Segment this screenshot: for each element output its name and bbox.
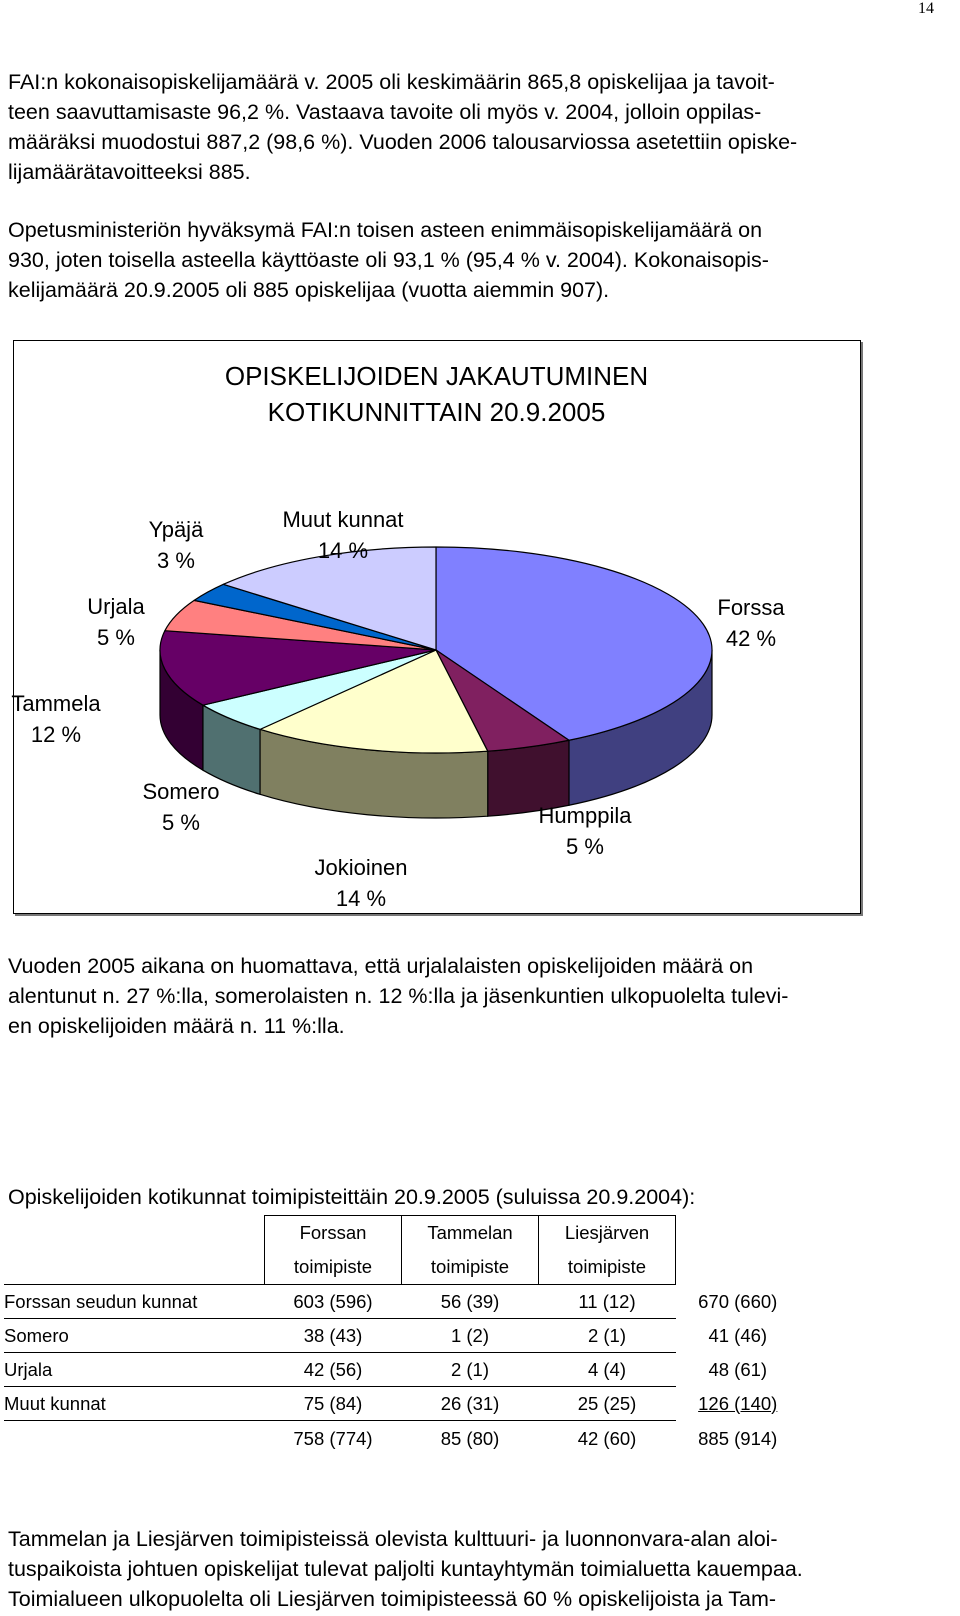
pie-slice-muut-kunnat [222,546,437,651]
paragraph-regional-origin: Tammelan ja Liesjärven toimipisteissä ol… [8,1524,933,1614]
col-header: toimipiste [401,1250,539,1285]
table-cell: 25 (25) [538,1386,676,1421]
col-header: toimipiste [538,1250,676,1285]
slice-label-value: 14 % [336,886,386,911]
row-total: 41 (46) [708,1324,768,1346]
table-cell: 26 (31) [401,1386,539,1421]
paragraph-utilisation: Opetusministeriön hyväksymä FAI:n toisen… [8,215,933,305]
slice-label-value: 14 % [318,538,368,563]
row-label: Somero [4,1318,265,1353]
table-cell: 56 (39) [401,1284,539,1319]
text-line: alentunut n. 27 %:lla, somerolaisten n. … [8,984,789,1008]
table-cell: 2 (1) [401,1352,539,1387]
row-label: Urjala [4,1352,265,1387]
home-municipality-table: Forssan Tammelan Liesjärven toimipiste t… [4,1215,800,1457]
row-label: Forssan seudun kunnat [4,1284,265,1319]
pie-slice-forssa [435,546,713,741]
slice-label-urjala: Urjala 5 % [87,594,145,650]
slice-label-name: Somero [142,779,219,804]
text-line: määräksi muodostui 887,2 (98,6 %). Vuode… [8,130,798,154]
col-header: Tammelan [401,1215,539,1250]
table-cell: 42 (56) [264,1352,402,1387]
paragraph-student-count: FAI:n kokonaisopiskelijamäärä v. 2005 ol… [8,67,933,187]
row-total: 670 (660) [698,1290,778,1312]
table-header-row: toimipiste toimipiste toimipiste [4,1250,800,1285]
table-row: Somero 38 (43) 1 (2) 2 (1) 41 (46) [4,1318,800,1353]
text-line: Vuoden 2005 aikana on huomattava, että u… [8,954,754,978]
chart-frame [13,340,861,914]
chart-title-line: KOTIKUNNITTAIN 20.9.2005 [267,397,606,427]
text-line: teen saavuttamisaste 96,2 %. Vastaava ta… [8,100,762,124]
chart-title: OPISKELIJOIDEN JAKAUTUMINEN KOTIKUNNITTA… [0,358,873,430]
table-cell: 75 (84) [264,1386,402,1421]
slice-label-name: Muut kunnat [282,507,403,532]
row-label: Muut kunnat [4,1386,265,1421]
slice-label-jokioinen: Jokioinen 14 % [315,855,408,911]
text-line: en opiskelijoiden määrä n. 11 %:lla. [8,1014,345,1038]
col-header: toimipiste [264,1250,402,1285]
col-header: Forssan [264,1215,402,1250]
text-line: Tammelan ja Liesjärven toimipisteissä ol… [8,1527,778,1551]
slice-label-humppila: Humppila 5 % [539,803,633,859]
text-line: 930, joten toisella asteella käyttöaste … [8,248,769,272]
slice-label-name: Jokioinen [315,855,408,880]
column-total: 85 (80) [440,1427,500,1449]
slice-label-value: 12 % [31,722,81,747]
paragraph-trends: Vuoden 2005 aikana on huomattava, että u… [8,951,933,1041]
table-cell: 603 (596) [264,1284,402,1319]
slice-label-name: Tammela [11,691,101,716]
table-cell: 38 (43) [264,1318,402,1353]
slice-label-forssa: Forssa 42 % [717,595,785,651]
slice-label-name: Forssa [717,595,785,620]
table-row: Forssan seudun kunnat 603 (596) 56 (39) … [4,1284,800,1319]
slice-label-muut-kunnat: Muut kunnat 14 % [282,507,403,563]
slice-label-somero: Somero 5 % [142,779,219,835]
slice-label-value: 42 % [726,626,776,651]
table-row: Muut kunnat 75 (84) 26 (31) 25 (25) 126 … [4,1386,801,1421]
pie-slice-tammela [159,630,437,706]
slice-label-value: 5 % [162,810,200,835]
slice-label-name: Urjala [87,594,145,619]
table-cell: 11 (12) [538,1284,676,1319]
slice-label-tammela: Tammela 12 % [11,691,101,747]
col-header: Liesjärven [538,1215,676,1250]
text-line: Opetusministeriön hyväksymä FAI:n toisen… [8,218,763,242]
grand-total: 885 (914) [698,1427,778,1449]
slice-label-value: 5 % [97,625,135,650]
text-line: tuspaikoista johtuen opiskelijat tulevat… [8,1557,803,1581]
table-cell: 1 (2) [401,1318,539,1353]
slice-label-value: 3 % [157,548,195,573]
table-heading: Opiskelijoiden kotikunnat toimipisteittä… [8,1185,696,1209]
slice-label-value: 5 % [566,834,604,859]
text-line: kelijamäärä 20.9.2005 oli 885 opiskelija… [8,278,610,302]
table-header-row: Forssan Tammelan Liesjärven [4,1215,800,1250]
text-line: Toimialueen ulkopuolelta oli Liesjärven … [8,1587,777,1611]
slice-label-name: Ypäjä [149,517,204,542]
chart-title-line: OPISKELIJOIDEN JAKAUTUMINEN [224,361,649,391]
total-value: 126 (140) [698,1392,778,1414]
pie-slice-jokioinen [259,649,489,754]
table-row: Urjala 42 (56) 2 (1) 4 (4) 48 (61) [4,1352,800,1387]
text-line: FAI:n kokonaisopiskelijamäärä v. 2005 ol… [8,70,775,94]
column-total: 758 (774) [293,1427,373,1449]
row-total: 48 (61) [708,1358,768,1380]
table-cell: 4 (4) [538,1352,676,1387]
page-number: 14 [918,0,934,17]
slice-label-name: Humppila [539,803,633,828]
table-totals-row: 758 (774) 85 (80) 42 (60) 885 (914) [4,1421,800,1457]
table-cell: 2 (1) [538,1318,676,1353]
column-total: 42 (60) [577,1427,637,1449]
text-line: lijamäärätavoitteeksi 885. [8,160,251,184]
pie-chart: Forssa 42 % Humppila 5 % Jokioinen 14 % Somero… [11,507,785,911]
row-total: 126 (140) [676,1387,801,1421]
slice-label-ypäjä: Ypäjä 3 % [149,517,204,573]
